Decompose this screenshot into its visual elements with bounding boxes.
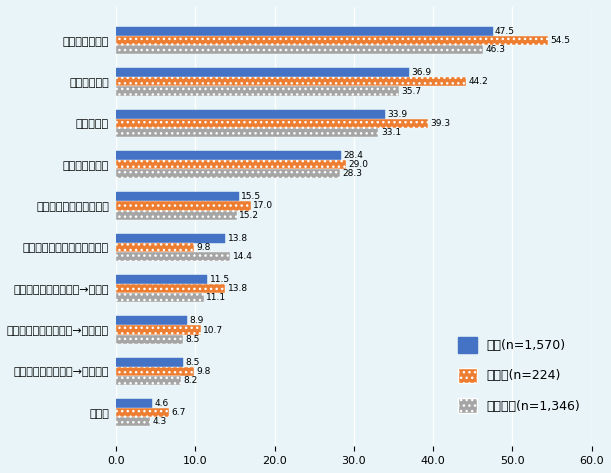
Bar [116, 110, 385, 119]
Bar [116, 358, 183, 367]
Text: 17.0: 17.0 [253, 201, 273, 210]
Text: 47.5: 47.5 [495, 27, 515, 36]
Text: 4.3: 4.3 [153, 417, 167, 426]
Text: 13.8: 13.8 [228, 234, 248, 243]
Bar [116, 128, 378, 137]
Text: 33.9: 33.9 [387, 110, 408, 119]
Bar [116, 68, 409, 78]
Text: 11.5: 11.5 [210, 275, 230, 284]
Bar [116, 275, 207, 284]
Bar [116, 325, 201, 334]
Bar [116, 284, 225, 293]
Text: 8.2: 8.2 [183, 376, 198, 385]
Bar [116, 367, 194, 376]
Bar [116, 334, 183, 344]
Text: 8.9: 8.9 [189, 316, 203, 325]
Bar [116, 417, 150, 426]
Text: 28.4: 28.4 [343, 151, 364, 160]
Legend: 全体(n=1,570), 大企業(n=224), 中小企業(n=1,346): 全体(n=1,570), 大企業(n=224), 中小企業(n=1,346) [453, 333, 585, 418]
Text: 11.1: 11.1 [207, 293, 227, 302]
Text: 36.9: 36.9 [411, 68, 431, 77]
Bar [116, 193, 239, 201]
Text: 33.1: 33.1 [381, 128, 401, 137]
Bar [116, 243, 194, 252]
Text: 39.3: 39.3 [430, 119, 450, 128]
Text: 15.2: 15.2 [239, 210, 259, 219]
Bar [116, 36, 548, 45]
Bar [116, 78, 466, 87]
Bar [116, 151, 341, 160]
Text: 44.2: 44.2 [469, 78, 489, 87]
Bar [116, 45, 483, 54]
Bar [116, 119, 428, 128]
Bar [116, 399, 153, 408]
Text: 29.0: 29.0 [348, 160, 368, 169]
Text: 13.8: 13.8 [228, 284, 248, 293]
Text: 9.8: 9.8 [196, 367, 210, 376]
Bar [116, 408, 169, 417]
Bar [116, 87, 399, 96]
Bar [116, 316, 186, 325]
Bar [116, 376, 181, 385]
Text: 46.3: 46.3 [486, 45, 505, 54]
Bar [116, 201, 251, 210]
Text: 28.3: 28.3 [343, 169, 363, 178]
Text: 10.7: 10.7 [203, 325, 224, 334]
Text: 8.5: 8.5 [186, 358, 200, 367]
Text: 35.7: 35.7 [401, 87, 422, 96]
Bar [116, 234, 225, 243]
Bar [116, 169, 340, 178]
Text: 14.4: 14.4 [233, 252, 252, 261]
Bar [116, 293, 204, 302]
Text: 9.8: 9.8 [196, 243, 210, 252]
Text: 54.5: 54.5 [551, 36, 571, 45]
Bar [116, 27, 492, 36]
Text: 15.5: 15.5 [241, 193, 262, 201]
Text: 4.6: 4.6 [155, 399, 169, 408]
Bar [116, 210, 236, 219]
Bar [116, 252, 230, 261]
Text: 8.5: 8.5 [186, 334, 200, 343]
Bar [116, 160, 346, 169]
Text: 6.7: 6.7 [172, 408, 186, 417]
